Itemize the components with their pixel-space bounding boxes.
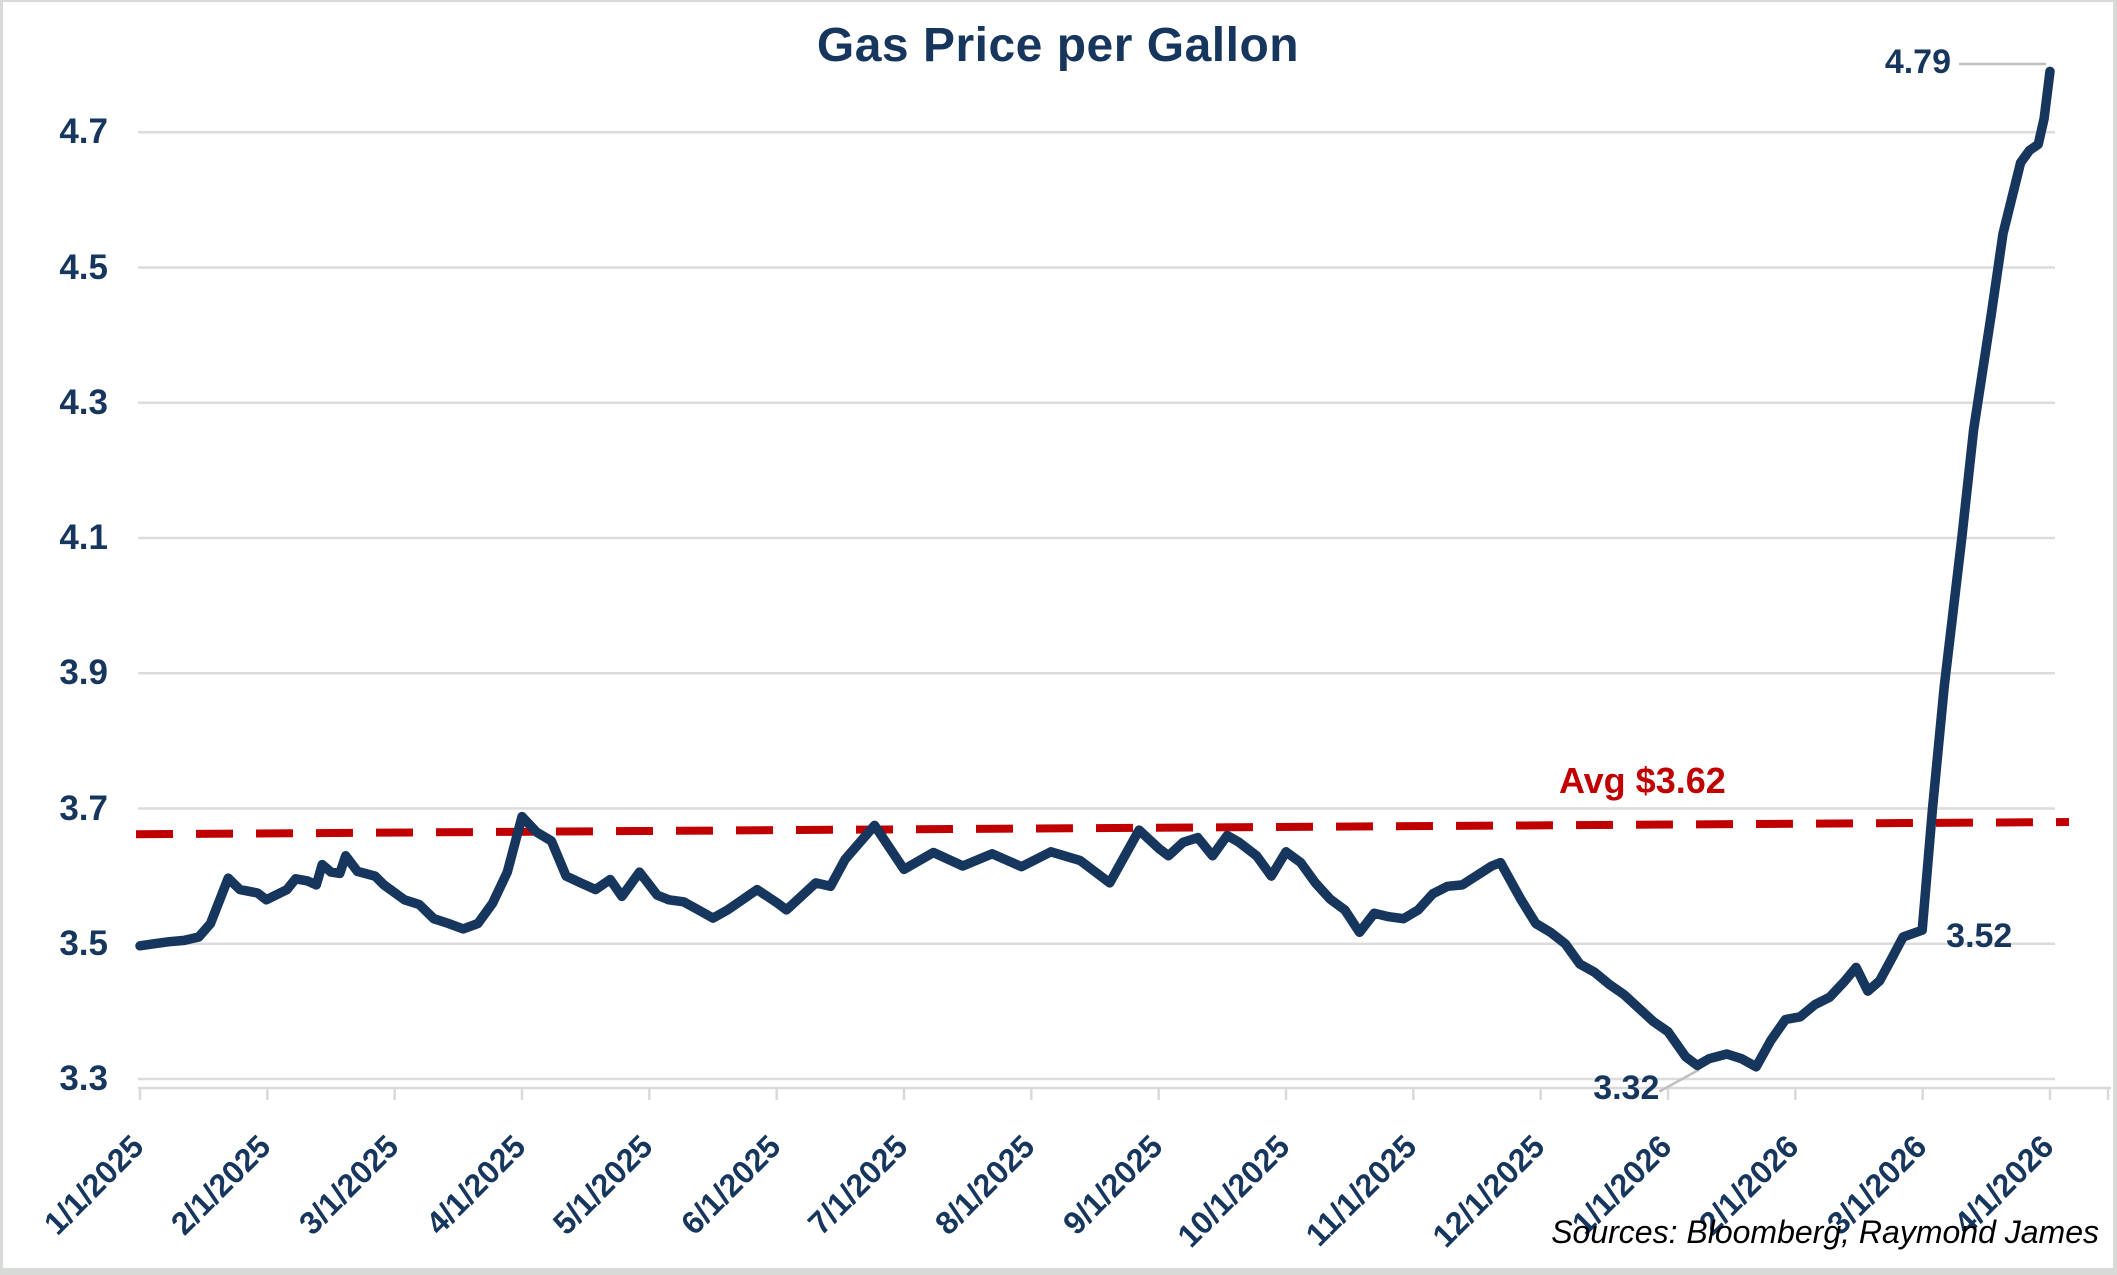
chart-title: Gas Price per Gallon bbox=[816, 19, 1300, 72]
y-tick-label-4.1: 4.1 bbox=[59, 518, 108, 557]
average-dashed-line bbox=[135, 818, 2070, 839]
y-tick-label-4.7: 4.7 bbox=[59, 112, 108, 152]
y-tick-label-4.5: 4.5 bbox=[59, 247, 108, 287]
annotation-min: 3.32 bbox=[1593, 1069, 1660, 1108]
y-tick-label-3.7: 3.7 bbox=[59, 788, 108, 828]
annotation-pre_spike: 3.52 bbox=[1946, 917, 2013, 956]
leader-line-min-annotation bbox=[1658, 1068, 1700, 1093]
y-tick-label-4.3: 4.3 bbox=[59, 382, 108, 422]
source-note: Sources: Bloomberg, Raymond James bbox=[1551, 1214, 2099, 1250]
y-tick-label-3.3: 3.3 bbox=[59, 1059, 108, 1098]
y-tick-label-3.9: 3.9 bbox=[59, 653, 108, 693]
y-tick-label-3.5: 3.5 bbox=[59, 923, 108, 963]
gas-price-line bbox=[135, 66, 2055, 1072]
average-line-label: Avg $3.62 bbox=[1559, 760, 1726, 801]
annotation-end: 4.79 bbox=[1884, 43, 1951, 81]
plot-area-svg bbox=[135, 62, 2111, 1100]
